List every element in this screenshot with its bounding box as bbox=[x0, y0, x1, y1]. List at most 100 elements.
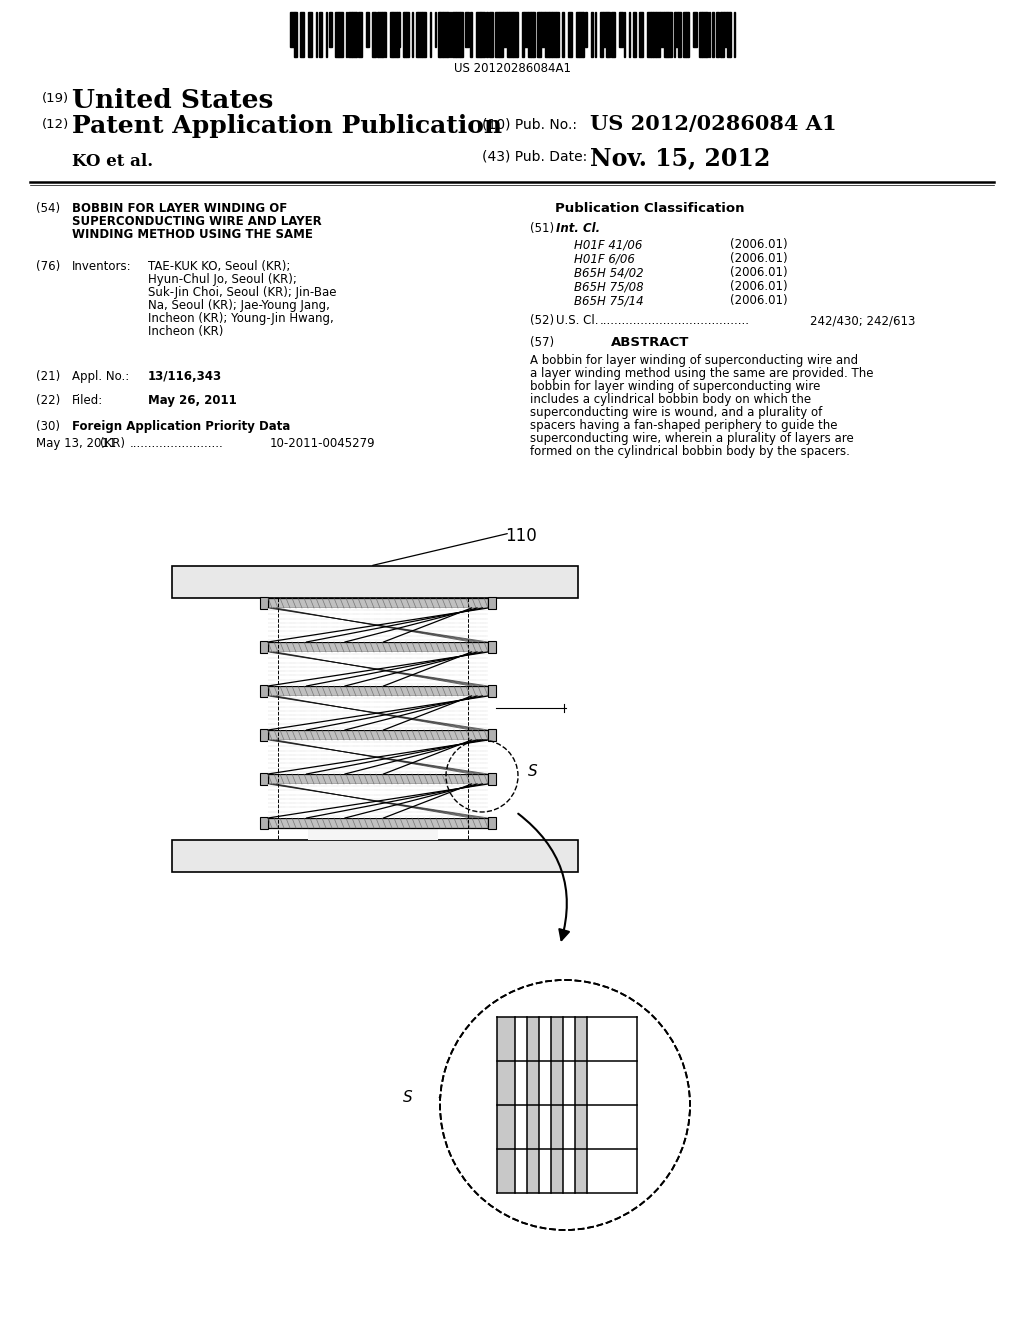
Text: Appl. No.:: Appl. No.: bbox=[72, 370, 129, 383]
Bar bbox=[295, 12, 297, 57]
Bar bbox=[497, 1105, 515, 1148]
Text: Incheon (KR); Young-Jin Hwang,: Incheon (KR); Young-Jin Hwang, bbox=[148, 312, 334, 325]
Bar bbox=[440, 12, 443, 57]
Text: (19): (19) bbox=[42, 92, 70, 106]
Bar bbox=[639, 12, 643, 57]
Bar bbox=[497, 1148, 515, 1193]
Bar bbox=[300, 12, 304, 57]
Bar bbox=[515, 1016, 527, 1061]
Bar bbox=[172, 566, 578, 598]
Bar bbox=[568, 12, 572, 57]
Bar bbox=[587, 1148, 637, 1193]
Text: S: S bbox=[403, 1089, 413, 1105]
Bar bbox=[699, 12, 702, 57]
Bar bbox=[587, 1061, 637, 1105]
Bar bbox=[541, 12, 545, 48]
Bar bbox=[563, 1061, 575, 1105]
Bar bbox=[339, 12, 343, 57]
Text: H01F 41/06: H01F 41/06 bbox=[574, 238, 642, 251]
Text: H01F 6/06: H01F 6/06 bbox=[574, 252, 635, 265]
Bar bbox=[488, 729, 496, 741]
Text: (2006.01): (2006.01) bbox=[730, 238, 787, 251]
Bar bbox=[497, 1061, 515, 1105]
Text: (30): (30) bbox=[36, 420, 60, 433]
Text: includes a cylindrical bobbin body on which the: includes a cylindrical bobbin body on wh… bbox=[530, 393, 811, 407]
Bar bbox=[618, 12, 623, 48]
Bar bbox=[319, 12, 322, 57]
Text: (12): (12) bbox=[42, 117, 70, 131]
Bar bbox=[587, 1105, 637, 1148]
Text: (10) Pub. No.:: (10) Pub. No.: bbox=[482, 117, 577, 132]
Text: TAE-KUK KO, Seoul (KR);: TAE-KUK KO, Seoul (KR); bbox=[148, 260, 291, 273]
Bar bbox=[268, 818, 488, 828]
Text: 110: 110 bbox=[505, 527, 537, 545]
Bar bbox=[515, 1105, 527, 1148]
Bar bbox=[509, 12, 513, 57]
Text: Incheon (KR): Incheon (KR) bbox=[148, 325, 223, 338]
Bar bbox=[531, 12, 534, 57]
Bar bbox=[686, 12, 688, 57]
Bar bbox=[268, 652, 488, 686]
Bar bbox=[352, 12, 356, 57]
Bar bbox=[611, 12, 615, 57]
Bar bbox=[515, 1061, 527, 1105]
Bar bbox=[721, 12, 724, 57]
Text: Patent Application Publication: Patent Application Publication bbox=[72, 114, 502, 139]
Bar bbox=[527, 1061, 539, 1105]
Bar bbox=[660, 12, 664, 48]
Text: S: S bbox=[528, 764, 538, 779]
Bar bbox=[556, 12, 559, 57]
Bar bbox=[308, 12, 312, 57]
Text: May 26, 2011: May 26, 2011 bbox=[148, 393, 237, 407]
Bar bbox=[268, 686, 488, 696]
Text: ABSTRACT: ABSTRACT bbox=[610, 337, 689, 348]
Bar bbox=[366, 12, 369, 48]
Bar bbox=[600, 12, 603, 57]
Text: May 13, 2011: May 13, 2011 bbox=[36, 437, 117, 450]
Text: Publication Classification: Publication Classification bbox=[555, 202, 744, 215]
Text: Filed:: Filed: bbox=[72, 393, 103, 407]
Bar bbox=[563, 1016, 575, 1061]
Bar bbox=[422, 12, 426, 57]
Bar bbox=[656, 12, 660, 57]
Bar bbox=[260, 685, 268, 697]
Bar bbox=[268, 642, 488, 652]
Text: WINDING METHOD USING THE SAME: WINDING METHOD USING THE SAME bbox=[72, 228, 313, 242]
Bar bbox=[527, 1105, 539, 1148]
Text: superconducting wire is wound, and a plurality of: superconducting wire is wound, and a plu… bbox=[530, 407, 822, 418]
Text: B65H 75/08: B65H 75/08 bbox=[574, 280, 644, 293]
Bar bbox=[633, 12, 636, 57]
Bar bbox=[702, 12, 706, 57]
Bar bbox=[260, 642, 268, 653]
Text: (KR): (KR) bbox=[100, 437, 125, 450]
Bar bbox=[397, 12, 399, 57]
Bar bbox=[534, 12, 535, 57]
Bar bbox=[551, 1016, 563, 1061]
Bar bbox=[507, 12, 509, 57]
Bar bbox=[488, 597, 496, 609]
Bar bbox=[585, 12, 587, 48]
Bar bbox=[575, 1016, 587, 1061]
Bar bbox=[528, 12, 531, 57]
Bar bbox=[260, 817, 268, 829]
Text: (76): (76) bbox=[36, 260, 60, 273]
Bar bbox=[668, 12, 672, 57]
Text: 242/430; 242/613: 242/430; 242/613 bbox=[810, 314, 915, 327]
Bar bbox=[693, 12, 697, 48]
Text: KO et al.: KO et al. bbox=[72, 153, 154, 170]
Text: ........................................: ........................................ bbox=[600, 314, 750, 327]
Bar bbox=[575, 1105, 587, 1148]
Text: .........................: ......................... bbox=[130, 437, 224, 450]
Bar bbox=[260, 729, 268, 741]
Text: (2006.01): (2006.01) bbox=[730, 267, 787, 279]
Bar bbox=[416, 12, 418, 57]
Bar bbox=[406, 12, 409, 57]
Bar bbox=[712, 12, 714, 57]
Text: spacers having a fan-shaped periphery to guide the: spacers having a fan-shaped periphery to… bbox=[530, 418, 838, 432]
Bar bbox=[470, 12, 472, 57]
Text: U.S. Cl.: U.S. Cl. bbox=[556, 314, 598, 327]
Bar bbox=[260, 597, 268, 609]
Text: Hyun-Chul Jo, Seoul (KR);: Hyun-Chul Jo, Seoul (KR); bbox=[148, 273, 297, 286]
Bar bbox=[563, 1105, 575, 1148]
Bar bbox=[653, 12, 656, 57]
